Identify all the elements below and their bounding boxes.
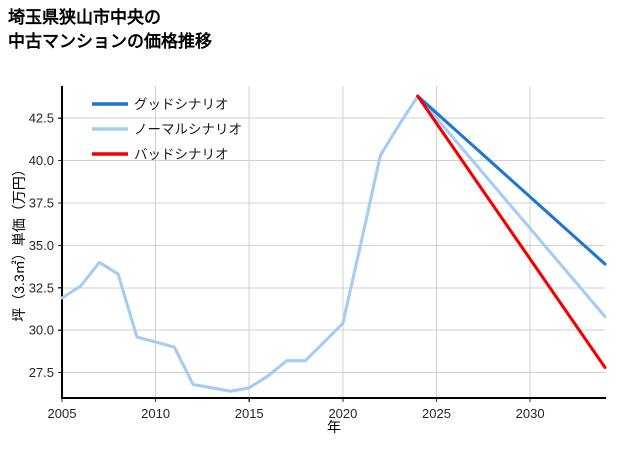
series-lines-group [60, 94, 607, 393]
x-axis-title: 年 [327, 419, 341, 435]
chart-title-line-1: 埼玉県狭山市中央の [8, 8, 161, 27]
chart-title-line-2: 中古マンションの価格推移 [8, 32, 212, 52]
y-tick-label: 35.0 [29, 238, 54, 253]
x-tick-labels-group: 2005 2010 2015 2020 2025 2030 [48, 406, 545, 421]
series-line-0 [416, 94, 607, 266]
chart-title: 埼玉県狭山市中央の中古マンションの価格推移 [8, 6, 212, 54]
legend-label-1: ノーマルシナリオ [134, 122, 242, 137]
series-line-1 [60, 94, 607, 393]
y-tick-label: 40.0 [29, 153, 54, 168]
series-line-2 [416, 94, 607, 370]
y-tick-label: 27.5 [29, 365, 54, 380]
x-tick-label: 2010 [141, 406, 170, 421]
x-tick-label: 2015 [235, 406, 264, 421]
y-axis-title: 坪（3.3㎡）単価（万円） [11, 162, 27, 321]
y-tick-label: 42.5 [29, 111, 54, 126]
x-tick-label: 2030 [516, 406, 545, 421]
x-tick-label: 2005 [48, 406, 77, 421]
y-tick-label: 37.5 [29, 196, 54, 211]
legend-label-0: グッドシナリオ [134, 97, 229, 112]
y-tick-label: 30.0 [29, 323, 54, 338]
y-tick-labels-group: 27.5 30.0 32.5 35.0 37.5 40.0 42.5 [29, 111, 54, 380]
y-tick-label: 32.5 [29, 280, 54, 295]
x-tick-label: 2025 [422, 406, 451, 421]
axes-group [60, 86, 606, 400]
legend-label-2: バッドシナリオ [134, 147, 229, 162]
x-tick-label: 2020 [328, 406, 357, 421]
